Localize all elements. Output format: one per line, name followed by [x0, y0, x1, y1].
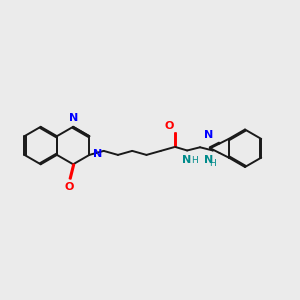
Text: N: N [204, 130, 214, 140]
Text: O: O [164, 121, 174, 131]
Text: H: H [191, 156, 198, 165]
Text: H: H [210, 159, 216, 168]
Text: N: N [93, 149, 102, 159]
Text: N: N [204, 155, 214, 165]
Text: O: O [64, 182, 74, 192]
Text: N: N [69, 113, 79, 123]
Text: N: N [182, 155, 191, 165]
